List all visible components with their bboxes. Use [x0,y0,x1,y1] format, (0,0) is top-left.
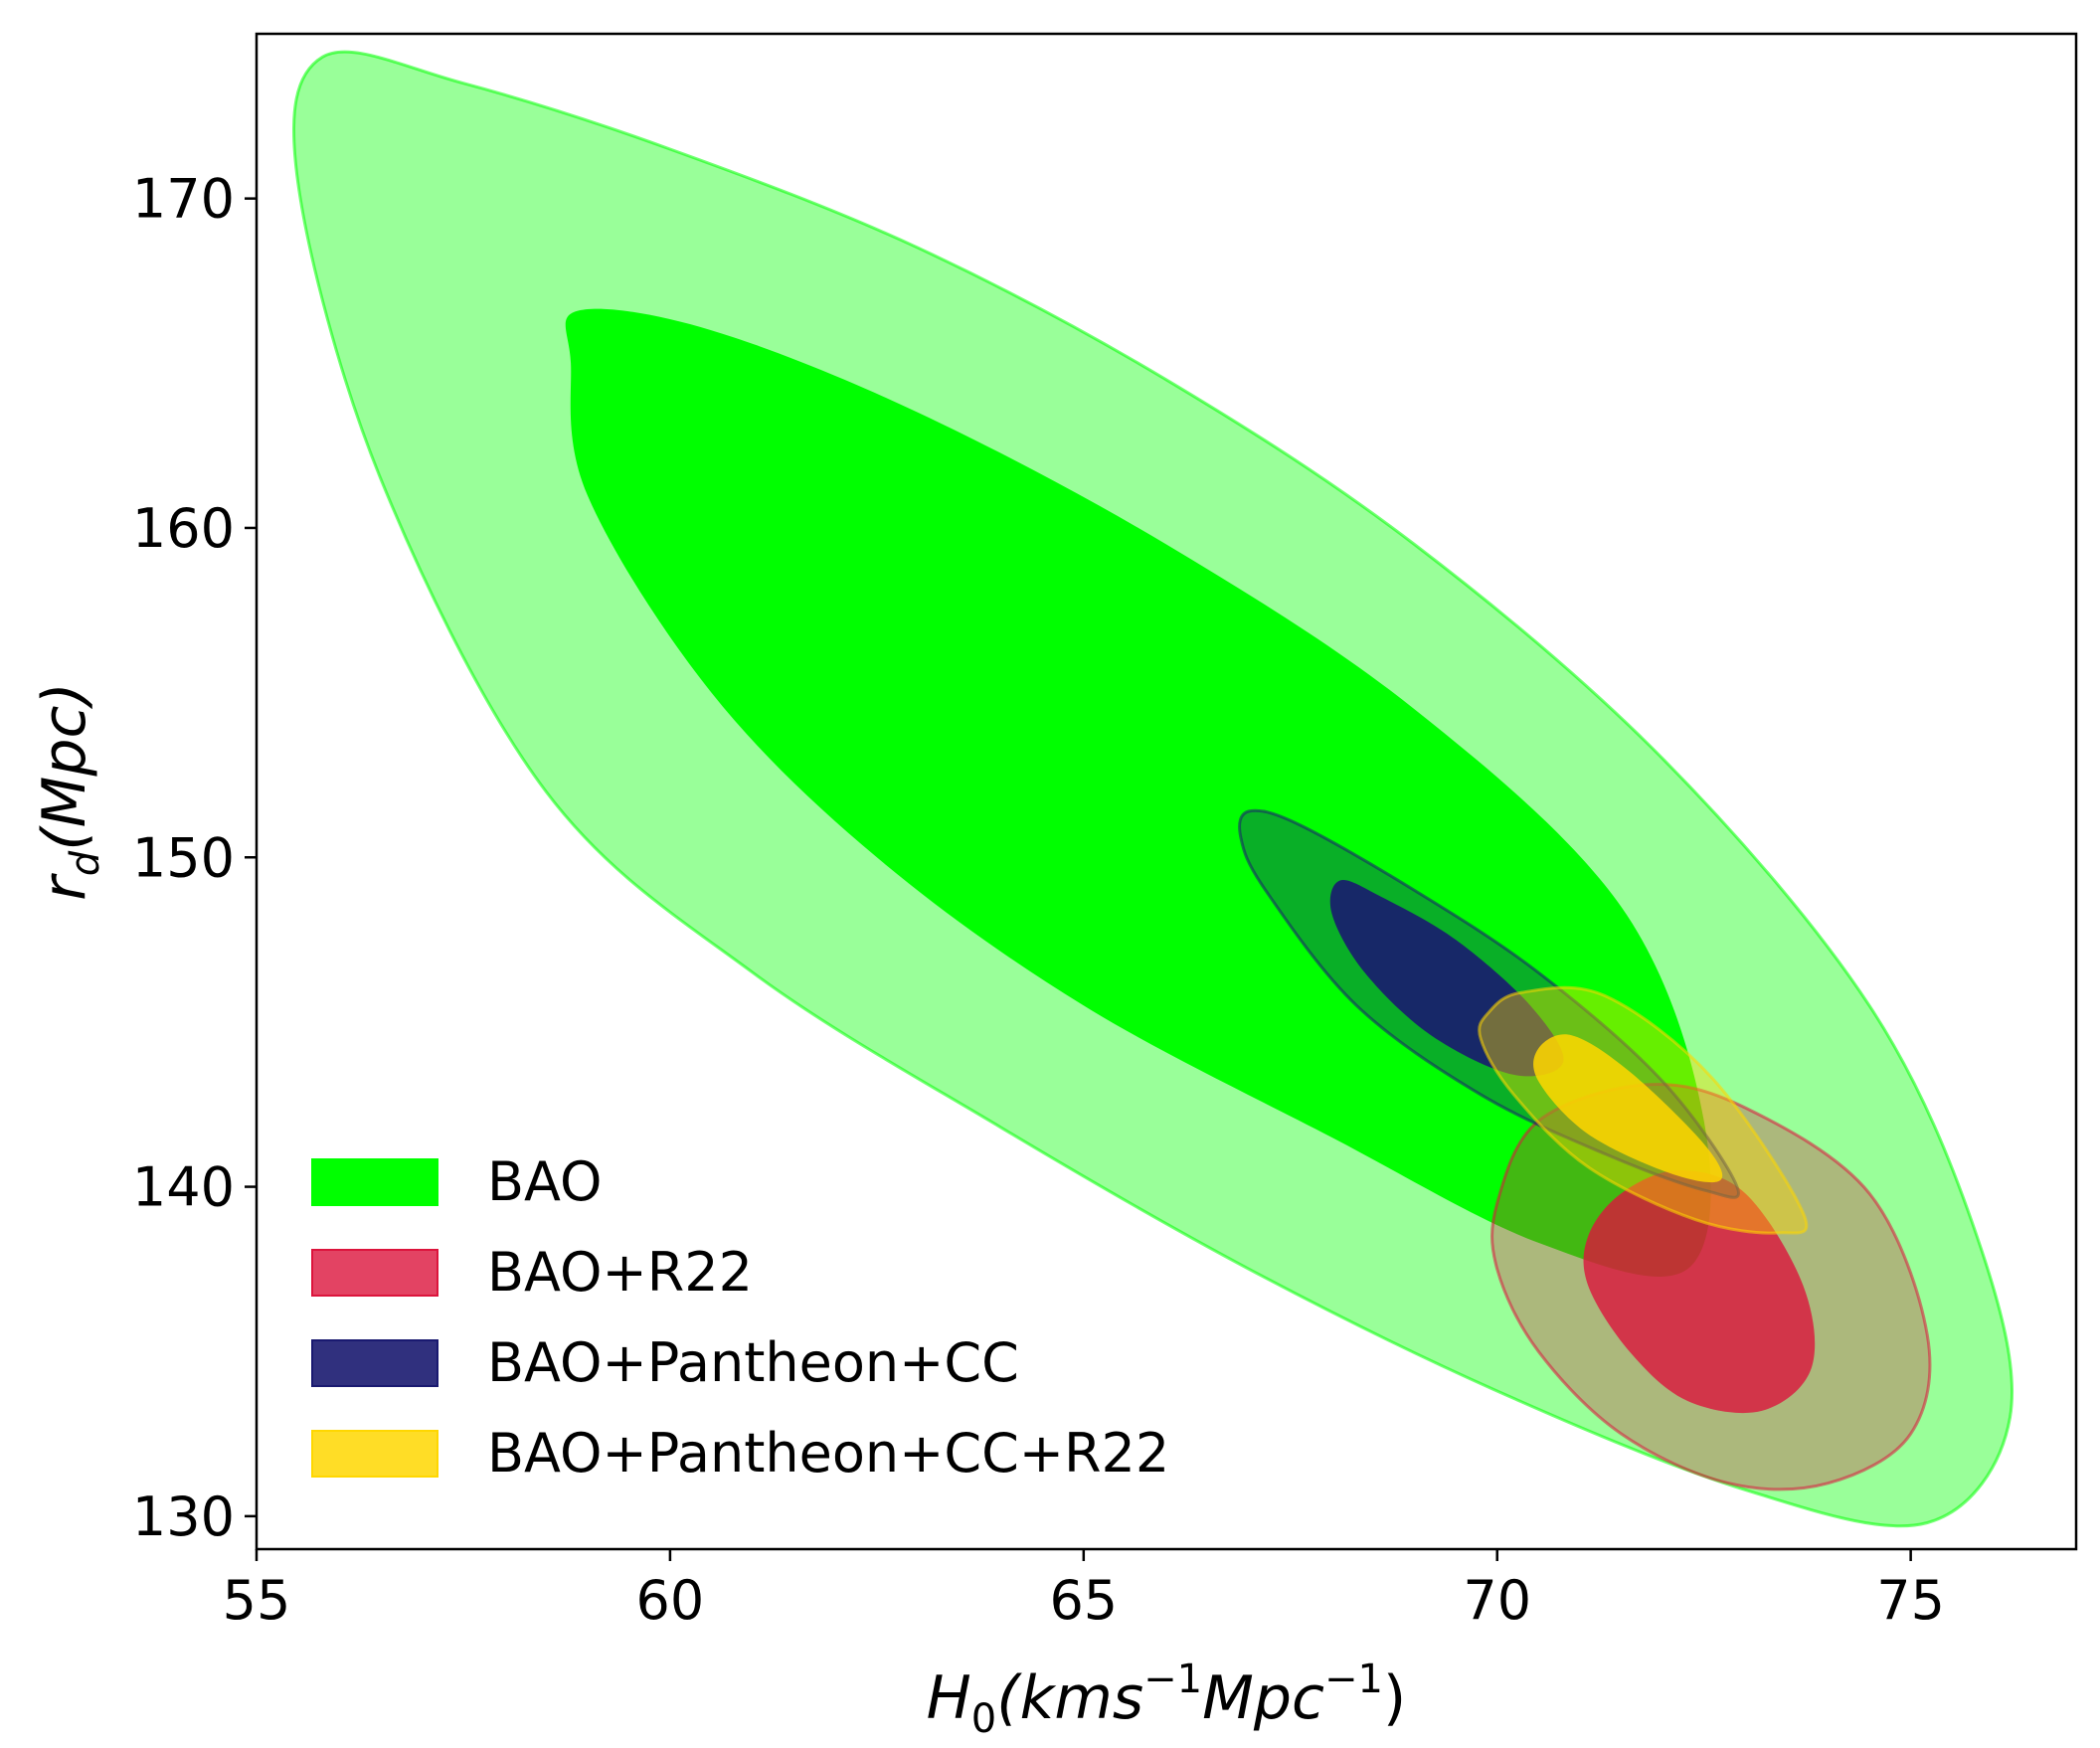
x-axis: 55 60 65 70 75 [223,1549,1945,1632]
legend-label-bao-r22: BAO+R22 [487,1241,753,1304]
legend-label-bao: BAO [487,1150,603,1213]
x-tick-label: 75 [1876,1569,1945,1632]
legend-swatch-bao [311,1158,438,1206]
y-axis: 130 140 150 160 170 [132,168,257,1548]
y-tick-label: 140 [132,1156,235,1219]
legend-label-bao-pantheon-cc: BAO+Pantheon+CC [487,1331,1019,1394]
y-axis-label: rd(Mpc) [30,682,108,901]
x-tick-label: 55 [223,1569,291,1632]
contour-bao-r22-1sigma [1583,1170,1816,1414]
x-tick-label: 70 [1463,1569,1531,1632]
y-tick-label: 170 [132,168,235,231]
x-tick-label: 65 [1049,1569,1118,1632]
y-tick-label: 150 [132,826,235,889]
plot-frame [255,32,2078,1551]
contour-bao-pantheon-cc-1sigma [1329,879,1564,1077]
contour-bao-1sigma [565,308,1711,1277]
legend-swatch-bao-r22 [311,1249,438,1297]
x-tick-label: 60 [636,1569,705,1632]
y-tick-label: 130 [132,1486,235,1548]
y-tick-label: 160 [132,497,235,560]
legend-swatch-bao-pantheon-cc-r22 [311,1430,438,1478]
contour-layer [292,50,2014,1528]
legend-label-bao-pantheon-cc-r22: BAO+Pantheon+CC+R22 [487,1422,1169,1485]
legend-swatch-bao-pantheon-cc [311,1339,438,1387]
legend: BAO BAO+R22 BAO+Pantheon+CC BAO+Pantheon+CC… [311,1150,1169,1485]
series-bao-pantheon-cc-r22 [1478,985,1809,1235]
series-bao [292,50,2014,1528]
contour-bao-pantheon-cc-r22-1sigma [1533,1034,1723,1183]
x-axis-label: H0(kms−1Mpc−1) [927,1657,1407,1742]
series-bao-r22 [1490,1083,1932,1491]
